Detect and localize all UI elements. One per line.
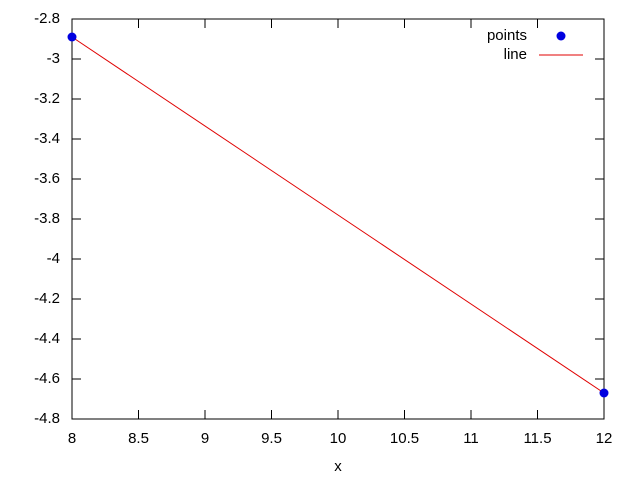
y-tick-label: -3.2: [34, 90, 60, 107]
x-tick-label: 9.5: [261, 430, 282, 447]
x-tick-label: 10.5: [390, 430, 419, 447]
y-tick-label: -4.6: [34, 370, 60, 387]
y-tick-label: -2.8: [34, 10, 60, 27]
x-tick-label: 9: [201, 430, 209, 447]
y-tick-label: -3: [47, 50, 60, 67]
x-tick-label: 11.5: [523, 430, 551, 447]
data-point: [599, 388, 609, 398]
x-tick-label: 8.5: [128, 430, 149, 447]
data-line: [71, 36, 605, 394]
y-tick-label: -3.8: [34, 210, 60, 227]
x-tick-label: 11: [463, 430, 479, 447]
y-tick-label: -4: [47, 250, 60, 267]
y-tick-label: -4.8: [34, 410, 60, 427]
y-tick-label: -3.4: [34, 130, 60, 147]
y-tick-label: -4.2: [34, 290, 60, 307]
data-point: [67, 32, 77, 42]
x-tick-label: 12: [596, 430, 613, 447]
y-tick-label: -4.4: [34, 330, 60, 347]
x-tick-label: 8: [68, 430, 76, 447]
legend-label: line: [504, 46, 527, 63]
y-tick-label: -3.6: [34, 170, 60, 187]
plot-frame: [71, 18, 605, 420]
x-tick-label: 10: [330, 430, 347, 447]
x-axis-label: x: [334, 458, 342, 475]
legend-marker: [556, 31, 566, 41]
legend-label: points: [487, 27, 527, 44]
